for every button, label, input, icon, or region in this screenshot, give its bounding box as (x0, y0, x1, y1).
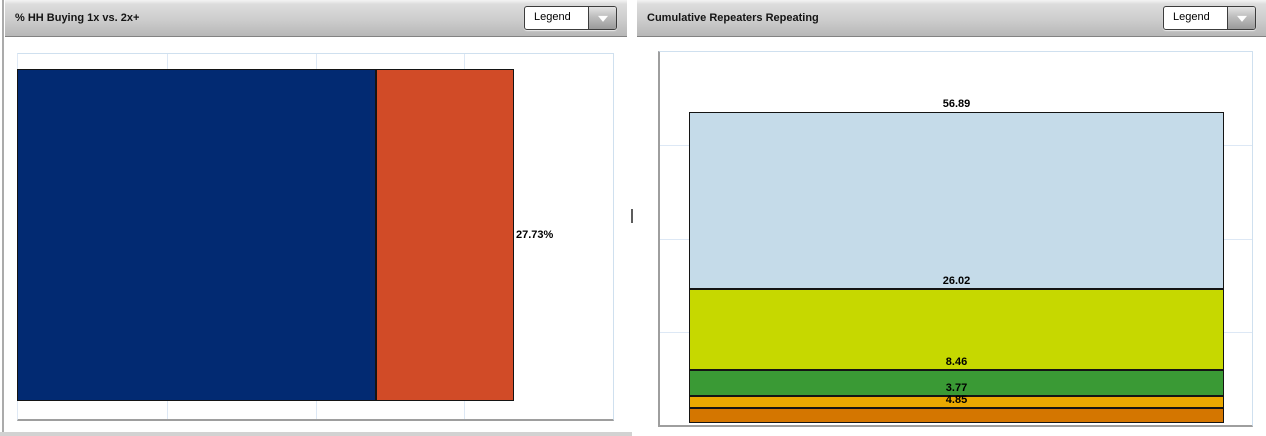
bar-value-label: 8.46 (945, 356, 968, 368)
legend-dropdown-label: Legend (534, 11, 571, 23)
chevron-down-icon[interactable] (1227, 7, 1255, 29)
panel-cumulative-repeaters-header: Cumulative Repeaters Repeating Legend (637, 0, 1266, 37)
bar-segment-3[interactable] (689, 396, 1224, 408)
legend-dropdown-label: Legend (1173, 11, 1210, 23)
splitter-grip-icon (631, 209, 633, 223)
stacked-bar-vertical: 56.89 26.02 8.46 3.77 4.85 (689, 98, 1224, 423)
window-edge-left (2, 0, 4, 436)
bar-segment-1[interactable] (689, 289, 1224, 370)
panel-splitter[interactable] (627, 0, 637, 436)
bar-value-label: 56.89 (942, 98, 971, 110)
bar-value-label: 4.85 (945, 394, 968, 406)
bar-value-label: 27.73% (516, 229, 554, 241)
page-title: % HH Buying 1x vs. 2x+ (15, 12, 140, 24)
bar-value-label: 3.77 (945, 382, 968, 394)
bar-segment-0[interactable] (17, 69, 376, 401)
panel-hh-buying: % HH Buying 1x vs. 2x+ Legend 72.27%27.7… (5, 0, 628, 432)
bar-value-label: 26.02 (942, 275, 971, 287)
bar-segment-1[interactable] (376, 69, 514, 401)
bar-segment-4[interactable] (689, 408, 1224, 423)
bar-segment-2[interactable] (689, 370, 1224, 396)
panel-cumulative-repeaters: Cumulative Repeaters Repeating Legend 56… (637, 0, 1266, 436)
legend-dropdown[interactable]: Legend (1163, 6, 1256, 30)
page-title: Cumulative Repeaters Repeating (647, 12, 819, 24)
hh-chart-area: 72.27%27.73% (5, 38, 627, 432)
chevron-down-icon[interactable] (588, 7, 616, 29)
bar-segment-0[interactable] (689, 112, 1224, 289)
legend-dropdown[interactable]: Legend (524, 6, 617, 30)
window-edge-bottom (0, 432, 632, 436)
repeaters-chart-area: 56.89 26.02 8.46 3.77 4.85 (637, 38, 1266, 436)
panel-hh-buying-header: % HH Buying 1x vs. 2x+ Legend (5, 0, 627, 37)
stacked-bar-horizontal: 72.27%27.73% (17, 69, 612, 401)
